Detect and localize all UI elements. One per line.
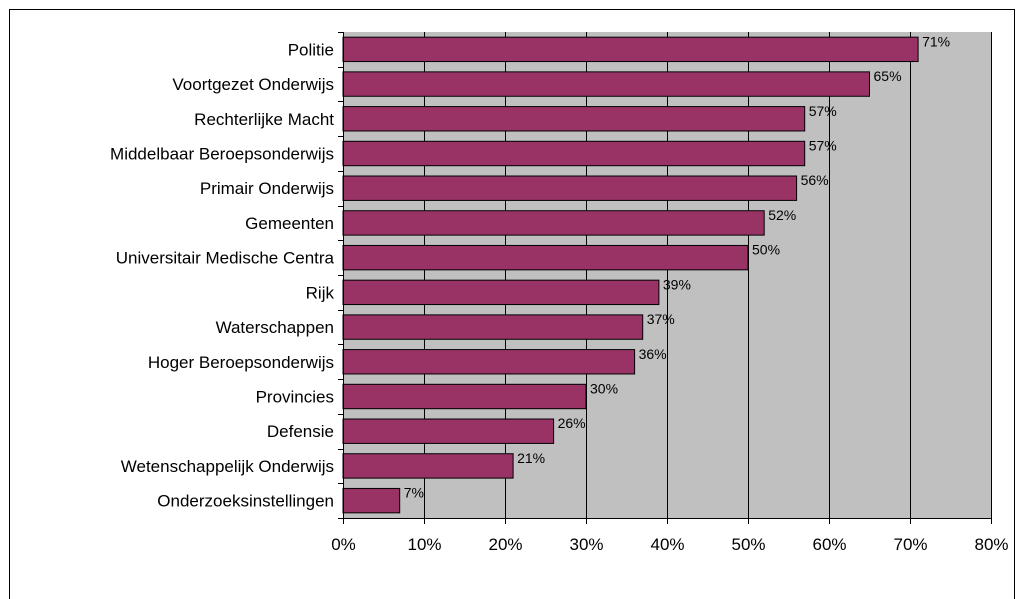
category-label: Middelbaar Beroepsonderwijs	[110, 145, 334, 164]
category-label: Voortgezet Onderwijs	[172, 75, 334, 94]
bar	[342, 279, 660, 306]
data-label: 65%	[874, 68, 902, 84]
data-label: 26%	[558, 415, 586, 431]
x-tick-label: 70%	[893, 535, 927, 554]
bars	[342, 36, 919, 514]
data-label: 50%	[752, 242, 780, 258]
category-label: Onderzoeksinstellingen	[157, 492, 334, 511]
data-label: 7%	[404, 485, 424, 501]
category-label: Gemeenten	[245, 214, 334, 233]
bar	[342, 71, 870, 97]
x-tick-label: 30%	[569, 535, 603, 554]
category-label: Politie	[288, 40, 334, 59]
bar	[342, 314, 644, 340]
data-label: 71%	[922, 33, 950, 49]
data-label: 39%	[663, 276, 691, 292]
bar	[342, 36, 919, 63]
bar	[342, 140, 806, 167]
data-label: 37%	[647, 311, 675, 327]
category-label: Wetenschappelijk Onderwijs	[121, 457, 334, 476]
bar	[342, 418, 555, 444]
data-label: 56%	[801, 172, 829, 188]
bar	[342, 349, 636, 375]
x-tick-label: 40%	[650, 535, 684, 554]
bar	[342, 487, 401, 514]
bar	[342, 453, 514, 479]
category-label: Provincies	[256, 388, 334, 407]
labels: 71% Politie 65% Voortgezet Onderwijs 57% Rech…	[110, 33, 1008, 554]
bar	[342, 106, 806, 132]
bar	[342, 383, 587, 410]
data-label: 57%	[809, 138, 837, 154]
category-label: Rijk	[306, 283, 335, 302]
data-label: 57%	[809, 103, 837, 119]
x-tick-label: 0%	[331, 535, 356, 554]
x-tick-label: 60%	[812, 535, 846, 554]
bar	[342, 244, 749, 271]
category-label: Defensie	[267, 422, 334, 441]
category-label: Rechterlijke Macht	[194, 110, 334, 129]
x-tick-label: 10%	[407, 535, 441, 554]
data-label: 30%	[590, 381, 618, 397]
category-label: Hoger Beroepsonderwijs	[148, 353, 334, 372]
bar	[342, 175, 798, 201]
category-label: Universitair Medische Centra	[116, 249, 335, 268]
category-label: Primair Onderwijs	[200, 179, 334, 198]
data-label: 21%	[517, 450, 545, 466]
x-tick-label: 20%	[488, 535, 522, 554]
bar	[342, 210, 765, 236]
data-label: 52%	[768, 207, 796, 223]
axes	[338, 32, 992, 524]
chart-frame	[9, 9, 1015, 599]
data-label: 36%	[639, 346, 667, 362]
x-tick-label: 80%	[974, 535, 1008, 554]
x-tick-label: 50%	[731, 535, 765, 554]
category-label: Waterschappen	[216, 318, 334, 337]
